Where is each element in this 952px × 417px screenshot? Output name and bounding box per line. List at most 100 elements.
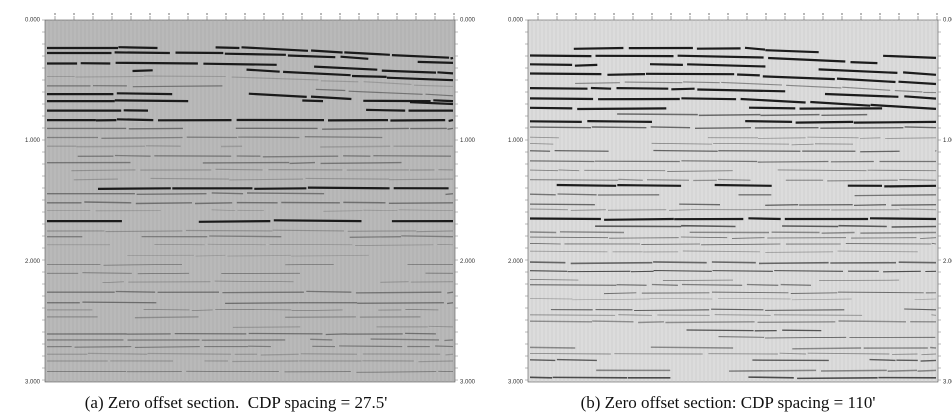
reflector: [596, 369, 937, 372]
reflector: [529, 149, 937, 153]
reflector: [47, 352, 454, 356]
axis-label: 1.000: [508, 138, 524, 144]
axis-label: 2.000: [25, 259, 41, 265]
reflector: [529, 346, 937, 350]
seismic-panel: [42, 13, 458, 383]
reflector: [47, 75, 454, 87]
reflector: [47, 46, 454, 60]
reflector: [529, 208, 937, 211]
axis-label: 3.000: [508, 380, 524, 386]
reflector: [529, 297, 937, 301]
reflector: [550, 308, 937, 312]
reflector: [71, 168, 454, 172]
reflector: [529, 217, 937, 221]
reflector: [575, 81, 937, 94]
reflector: [47, 338, 454, 342]
reflector: [529, 126, 937, 129]
reflector: [127, 254, 369, 257]
reflector: [686, 329, 822, 332]
reflector: [529, 72, 937, 86]
axis-label: 2.000: [508, 259, 524, 265]
reflector: [529, 279, 900, 281]
reflector: [47, 192, 454, 196]
reflector: [529, 203, 937, 207]
axis-label: 1.000: [943, 138, 952, 144]
reflector: [46, 161, 402, 165]
reflector: [529, 314, 937, 316]
reflector: [556, 183, 937, 188]
reflector: [47, 136, 383, 139]
reflector: [529, 376, 937, 380]
reflector: [47, 201, 454, 205]
reflector: [47, 85, 454, 97]
reflector: [77, 154, 452, 158]
reflector: [46, 332, 436, 336]
reflector: [529, 160, 936, 163]
axis-label: 0.000: [508, 18, 524, 24]
reflector: [47, 92, 454, 106]
reflector: [529, 283, 812, 286]
reflector: [595, 224, 937, 228]
reflector: [47, 127, 454, 130]
reflector: [47, 219, 454, 223]
reflector: [47, 360, 454, 363]
reflector: [573, 46, 937, 59]
reflector: [529, 63, 937, 76]
reflector: [47, 243, 454, 246]
reflector: [47, 316, 421, 319]
reflector: [47, 144, 454, 148]
reflector: [47, 272, 454, 275]
reflector: [47, 209, 454, 212]
reflector: [529, 193, 937, 197]
reflector: [47, 370, 454, 373]
reflector: [73, 177, 454, 181]
reflector: [529, 54, 878, 65]
reflector: [529, 320, 937, 324]
reflector: [529, 242, 937, 246]
reflector: [132, 68, 454, 82]
reflector: [47, 263, 454, 266]
axis-label: 0.000: [460, 18, 476, 24]
reflector: [529, 269, 937, 273]
reflector: [46, 345, 454, 348]
reflector: [47, 51, 454, 64]
reflector: [102, 280, 454, 283]
seismic-panel: [525, 13, 941, 383]
reflector: [47, 108, 453, 112]
reflector: [47, 99, 454, 103]
reflector: [529, 231, 937, 234]
reflector: [529, 142, 854, 146]
reflector: [529, 261, 937, 265]
reflector: [529, 136, 937, 139]
reflector: [529, 169, 937, 172]
axis-label: 1.000: [460, 138, 476, 144]
reflector: [529, 97, 937, 110]
reflector: [47, 308, 439, 312]
axis-label: 3.000: [943, 380, 952, 386]
axis-label: 3.000: [460, 380, 476, 386]
caption: (a) Zero offset section. CDP spacing = 2…: [85, 393, 388, 412]
caption: (b) Zero offset section: CDP spacing = 1…: [581, 393, 876, 412]
reflector: [47, 61, 454, 75]
reflector: [529, 352, 937, 356]
reflector: [529, 236, 937, 239]
axis-label: 1.000: [25, 138, 41, 144]
reflector: [529, 358, 937, 362]
reflector: [47, 235, 454, 238]
reflector: [47, 301, 454, 305]
axis-label: 2.000: [943, 259, 952, 265]
reflector: [47, 290, 454, 294]
reflector: [529, 250, 918, 253]
reflector: [529, 178, 937, 182]
reflector: [529, 106, 883, 111]
axis-label: 0.000: [943, 18, 952, 24]
reflector: [232, 325, 454, 328]
reflector: [47, 118, 454, 122]
section-background: [44, 19, 456, 383]
axis-label: 3.000: [25, 380, 41, 386]
reflector: [603, 291, 937, 295]
reflector: [529, 120, 937, 124]
reflector: [718, 336, 936, 339]
reflector: [617, 113, 868, 117]
